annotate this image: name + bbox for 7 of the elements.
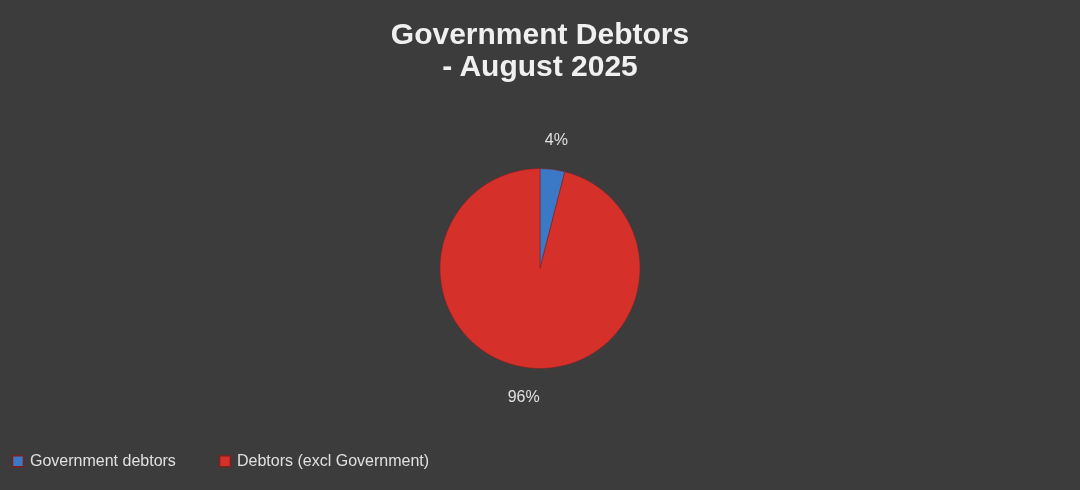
data-label: 96% — [507, 388, 540, 406]
legend-label: Government debtors — [30, 452, 176, 470]
legend-label: Debtors (excl Government) — [237, 452, 430, 470]
text: - August 2025 — [442, 49, 638, 82]
text: Government Debtors — [390, 17, 690, 50]
data-label: 4% — [544, 130, 568, 148]
pie-slice — [439, 168, 641, 369]
